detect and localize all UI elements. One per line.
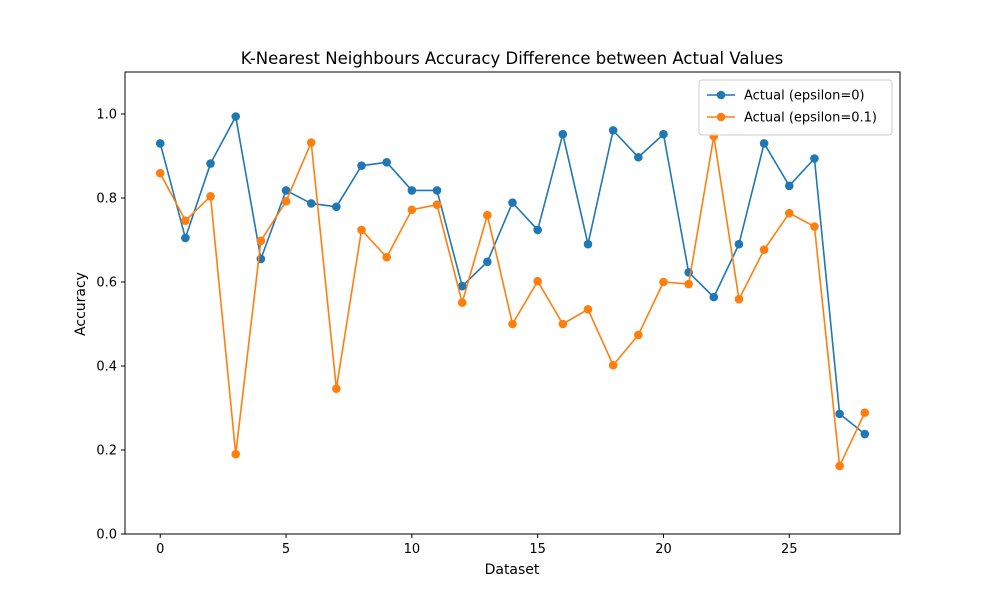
data-point (709, 292, 719, 302)
data-point (608, 126, 618, 135)
x-tick-label: 10 (404, 542, 421, 557)
legend-box (698, 79, 893, 136)
data-point (206, 159, 215, 168)
data-point (231, 112, 241, 121)
data-point (281, 186, 291, 195)
x-tick-label: 15 (529, 542, 546, 557)
data-point (558, 319, 568, 329)
data-point (281, 197, 291, 206)
data-point (306, 138, 316, 147)
data-point (860, 429, 870, 439)
x-tick-label: 20 (655, 542, 672, 557)
plot-frame (124, 71, 901, 535)
data-point (684, 279, 693, 289)
data-point (734, 294, 744, 304)
data-point (206, 192, 215, 201)
data-point (583, 305, 593, 314)
data-point (659, 129, 668, 139)
data-point (659, 277, 668, 287)
data-point (483, 257, 492, 267)
data-point (835, 409, 844, 419)
y-tick-label: 0.6 (96, 276, 117, 291)
data-point (810, 222, 819, 231)
x-axis-label: Dataset (485, 562, 540, 578)
legend-label: Actual (epsilon=0) (744, 89, 865, 104)
data-point (332, 384, 341, 393)
data-point (382, 158, 391, 167)
y-tick-label: 0.2 (96, 444, 117, 459)
y-tick-label: 0.4 (96, 360, 117, 375)
data-point (759, 245, 769, 254)
data-point (558, 129, 568, 139)
data-point (508, 319, 517, 329)
x-tick-label: 0 (156, 542, 164, 557)
legend-item: Actual (epsilon=0.1) (707, 111, 877, 126)
data-point (784, 208, 794, 218)
x-tick-label: 25 (781, 542, 798, 557)
data-point (181, 233, 190, 243)
data-point (357, 225, 366, 235)
data-point (734, 239, 744, 249)
y-tick-label: 1.0 (96, 108, 117, 123)
data-point (155, 168, 165, 178)
data-point (382, 252, 391, 262)
data-point (810, 154, 819, 163)
data-point (583, 239, 593, 249)
data-point (181, 216, 190, 225)
y-axis-label: Accuracy (73, 272, 89, 336)
data-point (860, 408, 870, 417)
data-point (407, 186, 417, 195)
data-point (155, 139, 165, 148)
data-point (835, 461, 844, 471)
data-point (483, 210, 492, 220)
data-point (457, 281, 467, 291)
y-tick-label: 0.8 (96, 192, 117, 207)
data-point (231, 449, 241, 459)
data-point (634, 330, 643, 340)
axis-ticks: 0 5 10 15 20 25 0.0 0.2 0.4 0.6 0.8 1.0 (96, 108, 797, 558)
data-point (508, 198, 517, 207)
legend-label: Actual (epsilon=0.1) (744, 111, 877, 126)
plot-area (124, 71, 901, 535)
series-layer (155, 112, 870, 471)
y-tick-label: 0.0 (96, 528, 117, 543)
data-point (432, 186, 442, 195)
data-point (533, 225, 542, 235)
data-point (533, 276, 542, 286)
data-point (759, 139, 769, 148)
data-point (306, 199, 316, 208)
data-point (407, 205, 417, 215)
data-point (608, 360, 618, 370)
legend-marker (716, 90, 726, 100)
legend-marker (716, 112, 726, 122)
chart-title: K-Nearest Neighbours Accuracy Difference… (241, 49, 784, 68)
data-point (634, 152, 643, 162)
data-point (784, 181, 794, 191)
data-point (432, 200, 442, 210)
data-point (457, 298, 467, 307)
data-point (332, 202, 341, 212)
series-1 (155, 131, 870, 471)
x-tick-label: 5 (282, 542, 290, 557)
legend-item: Actual (epsilon=0) (707, 89, 865, 104)
data-point (357, 161, 366, 170)
data-point (256, 236, 266, 246)
legend: Actual (epsilon=0) Actual (epsilon=0.1) (698, 79, 893, 136)
